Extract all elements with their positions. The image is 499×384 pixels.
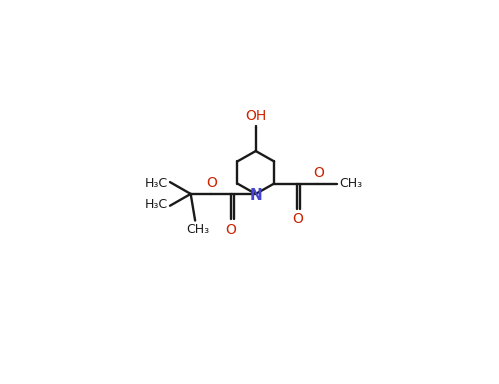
Text: OH: OH bbox=[245, 109, 266, 123]
Text: CH₃: CH₃ bbox=[186, 223, 209, 237]
Text: CH₃: CH₃ bbox=[339, 177, 363, 190]
Text: O: O bbox=[207, 176, 218, 190]
Text: N: N bbox=[250, 188, 262, 203]
Text: O: O bbox=[226, 223, 237, 237]
Text: H₃C: H₃C bbox=[145, 177, 168, 190]
Text: O: O bbox=[313, 166, 324, 180]
Text: H₃C: H₃C bbox=[145, 198, 168, 211]
Text: O: O bbox=[292, 212, 303, 226]
